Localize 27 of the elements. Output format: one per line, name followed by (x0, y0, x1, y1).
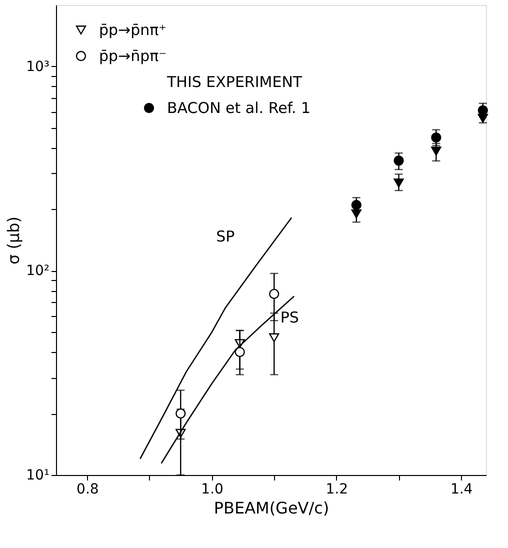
point (478, 114, 488, 123)
point (394, 178, 404, 188)
annotation: THIS EXPERIMENT (166, 73, 303, 91)
legend-label: BACON et al. Ref. 1 (167, 99, 311, 117)
point (269, 288, 280, 299)
point (431, 146, 442, 156)
y-tick-label: 10² (26, 263, 50, 280)
legend-label: p̄p→p̄nπ⁺ (99, 21, 167, 39)
x-axis-title: PBEAM(GeV/c) (214, 498, 330, 518)
point (351, 209, 362, 218)
y-tick-label: 10¹ (26, 468, 50, 484)
series-label: PS (280, 308, 299, 326)
series-label: SP (216, 227, 235, 246)
point (351, 200, 362, 210)
point (176, 408, 186, 419)
point (394, 156, 404, 166)
point (269, 333, 280, 342)
point (478, 105, 488, 116)
x-tick-label: 1.0 (201, 482, 224, 498)
y-tick-label: 10³ (26, 58, 50, 75)
x-tick-label: 0.8 (76, 482, 99, 498)
y-axis-title: σ (μb) (4, 216, 24, 265)
x-tick-label: 1.2 (326, 482, 348, 498)
point (431, 132, 442, 143)
legend-label: p̄p→n̄pπ⁻ (99, 47, 167, 65)
point (234, 346, 245, 358)
x-tick-label: 1.4 (450, 482, 473, 498)
